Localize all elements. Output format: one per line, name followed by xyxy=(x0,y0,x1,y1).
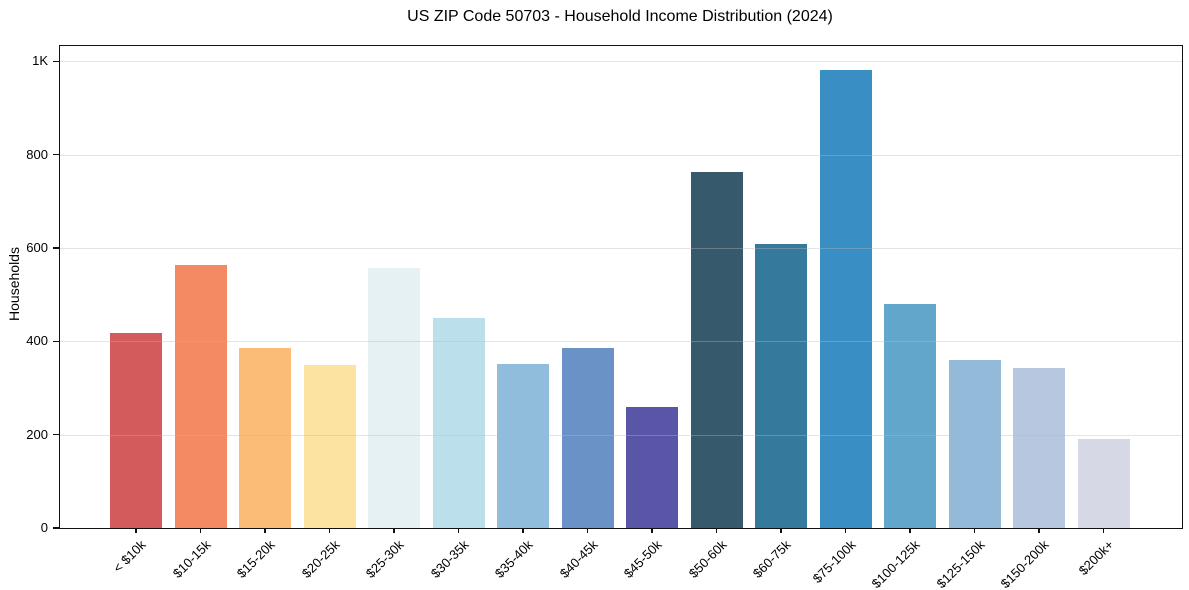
bar-60-75k xyxy=(755,244,807,528)
x-tick-mark xyxy=(844,528,847,533)
bar-45-50k xyxy=(626,406,678,528)
y-tick-label: 600 xyxy=(26,240,48,256)
x-tick-mark xyxy=(586,528,589,533)
x-tick-mark xyxy=(1102,528,1105,533)
x-tick-mark xyxy=(393,528,395,533)
gridline-600 xyxy=(60,248,1182,250)
x-tick-mark xyxy=(264,528,266,533)
x-tick-mark xyxy=(135,528,137,533)
y-tick-label: 0 xyxy=(40,520,48,535)
x-tick-mark xyxy=(328,528,331,533)
y-tick-label: 800 xyxy=(26,146,48,162)
bar-200k xyxy=(1077,438,1130,528)
x-tick-mark xyxy=(651,528,653,533)
y-tick-mark xyxy=(52,340,59,343)
x-tick-mark xyxy=(522,528,524,533)
y-tick-mark xyxy=(52,433,59,436)
bar-100-125k xyxy=(884,304,936,528)
y-tick-label: 400 xyxy=(26,333,48,349)
x-tick-mark xyxy=(909,528,911,533)
bar-125-150k xyxy=(948,360,1001,528)
bar-25-30k xyxy=(368,267,420,528)
x-tick-mark xyxy=(199,528,202,533)
x-tick-mark xyxy=(715,528,718,533)
x-tick-mark xyxy=(457,528,460,533)
gridline-800 xyxy=(60,154,1182,156)
bar-20-25k xyxy=(303,364,356,528)
bar-35-40k xyxy=(497,363,549,528)
y-tick-mark xyxy=(52,527,59,529)
gridline-1K xyxy=(60,61,1182,63)
y-tick-label: 1K xyxy=(32,53,48,69)
x-tick-mark xyxy=(780,528,782,533)
plot-area: 0 200 400 600 800 1K < $10k $10-15k $15-20k $20-2… xyxy=(26,45,1183,590)
gridline-400 xyxy=(60,341,1182,343)
x-tick-mark xyxy=(973,528,976,533)
bar-50-60k xyxy=(690,172,743,528)
bar-40-45k xyxy=(561,347,614,528)
bar-75-100k xyxy=(819,70,872,528)
y-tick-label: 200 xyxy=(26,426,48,442)
bar-10-15k xyxy=(174,265,227,528)
y-tick-mark xyxy=(52,60,59,63)
bar-30-35k xyxy=(432,317,485,528)
chart-title: US ZIP Code 50703 - Household Income Dis… xyxy=(407,8,833,25)
bar-10k xyxy=(110,332,162,528)
bar-150-200k xyxy=(1013,367,1065,528)
y-tick-mark xyxy=(52,247,59,249)
x-tick-label: < $10k xyxy=(110,537,149,576)
y-tick-mark xyxy=(52,153,59,156)
x-tick-mark xyxy=(1038,528,1040,533)
bar-15-20k xyxy=(239,347,291,528)
